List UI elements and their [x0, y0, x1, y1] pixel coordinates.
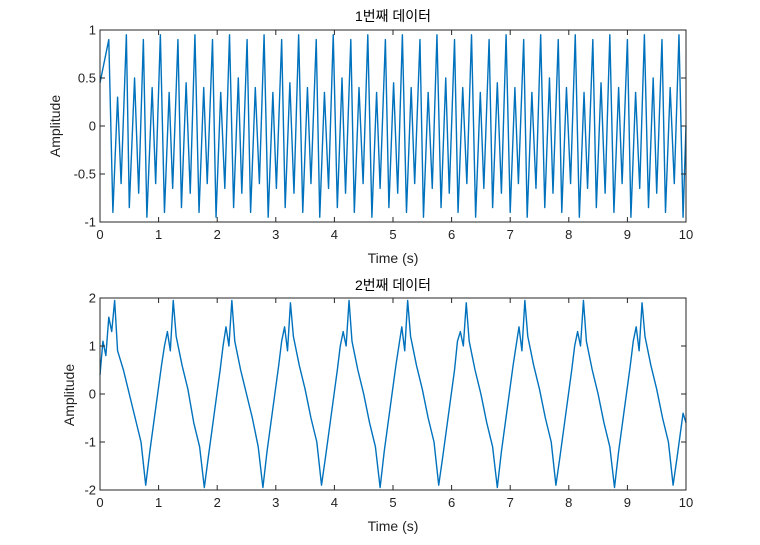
- subplot-1: 1번째 데이터 0 1 2 3 4 5 6 7 8 9 10 -1 -0.5 0 0.5 1 Time (s)…: [47, 8, 693, 266]
- subplot-2-x-tick-label: 10: [679, 495, 693, 510]
- subplot-1-x-tick-label: 7: [507, 227, 514, 242]
- subplot-1-y-axis-label: Amplitude: [47, 95, 63, 157]
- subplot-1-x-tick-label: 1: [155, 227, 162, 242]
- subplot-1-x-tick-label: 0: [96, 227, 103, 242]
- subplot-2: 2번째 데이터 0 1 2 3 4 5 6 7 8 9 10 -2 -1 0 1 2 Time (s) Amp…: [61, 277, 693, 534]
- subplot-2-plot-area: 0 1 2 3 4 5 6 7 8 9 10 -2 -1 0 1 2: [84, 291, 693, 511]
- subplot-1-x-tick-label: 8: [565, 227, 572, 242]
- subplot-1-x-tick-label: 9: [624, 227, 631, 242]
- subplot-1-y-tick-label: -0.5: [74, 167, 96, 182]
- subplot-2-x-tick-label: 3: [272, 495, 279, 510]
- subplot-2-x-tick-label: 2: [214, 495, 221, 510]
- subplot-1-plot-area: 0 1 2 3 4 5 6 7 8 9 10 -1 -0.5 0 0.5 1: [74, 23, 694, 243]
- subplot-1-x-tick-label: 2: [214, 227, 221, 242]
- subplot-1-y-tick-label: -1: [84, 215, 96, 230]
- subplot-2-x-tick-label: 8: [565, 495, 572, 510]
- subplot-1-series-1-line: [99, 34, 687, 218]
- subplot-1-x-tick-label: 6: [448, 227, 455, 242]
- subplot-1-x-tick-label: 3: [272, 227, 279, 242]
- subplot-1-x-tick-label: 4: [331, 227, 338, 242]
- subplot-2-title: 2번째 데이터: [355, 277, 431, 293]
- subplot-2-x-tick-label: 6: [448, 495, 455, 510]
- subplot-1-y-tick-label: 0.5: [78, 71, 96, 86]
- subplot-1-title: 1번째 데이터: [355, 8, 431, 24]
- subplot-1-y-tick-label: 0: [89, 119, 96, 134]
- subplot-2-y-tick-label: -2: [84, 483, 96, 498]
- subplot-1-x-axis-label: Time (s): [368, 250, 419, 266]
- subplot-2-y-axis-label: Amplitude: [61, 364, 77, 426]
- subplot-2-x-tick-label: 0: [96, 495, 103, 510]
- subplot-2-y-tick-label: -1: [84, 435, 96, 450]
- subplot-2-x-tick-label: 5: [389, 495, 396, 510]
- subplot-2-x-tick-label: 9: [624, 495, 631, 510]
- subplot-1-y-tick-label: 1: [89, 23, 96, 38]
- subplot-2-x-tick-label: 1: [155, 495, 162, 510]
- subplot-1-x-tick-label: 5: [389, 227, 396, 242]
- subplot-2-x-tick-label: 7: [507, 495, 514, 510]
- subplot-2-y-tick-label: 0: [89, 387, 96, 402]
- subplot-2-y-tick-label: 1: [89, 339, 96, 354]
- subplot-2-x-tick-label: 4: [331, 495, 338, 510]
- subplot-2-y-tick-label: 2: [89, 291, 96, 306]
- subplot-2-x-axis-label: Time (s): [368, 518, 419, 534]
- subplot-2-series-1-line: [99, 299, 687, 489]
- subplot-1-x-tick-label: 10: [679, 227, 693, 242]
